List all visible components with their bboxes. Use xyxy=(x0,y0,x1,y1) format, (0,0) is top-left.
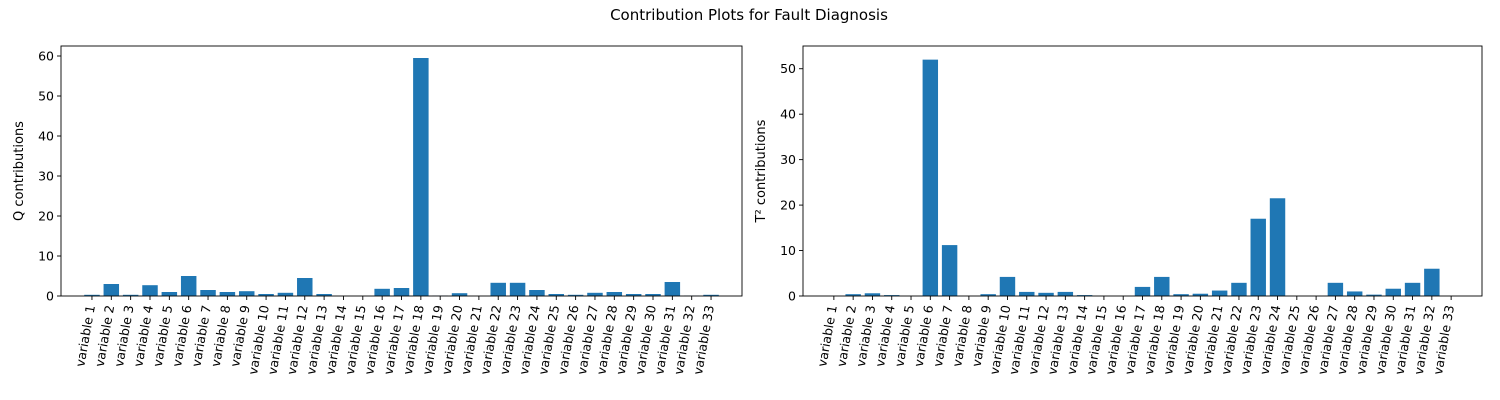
y-tick-label: 0 xyxy=(46,289,54,304)
bar-7 xyxy=(200,290,216,296)
y-tick-label: 20 xyxy=(38,209,54,224)
bar-10 xyxy=(258,294,274,296)
bar-17 xyxy=(1134,286,1151,296)
bar-12 xyxy=(1038,292,1054,296)
bar-27 xyxy=(1327,282,1344,296)
bar-2 xyxy=(103,284,120,296)
y-tick-label: 30 xyxy=(780,152,796,167)
bar-10 xyxy=(999,276,1016,296)
bar-9 xyxy=(238,291,255,296)
bar-16 xyxy=(374,288,390,296)
bar-29 xyxy=(625,294,642,296)
figure-title: Contribution Plots for Fault Diagnosis xyxy=(610,6,888,24)
y-tick-label: 50 xyxy=(38,89,54,104)
y-tick-label: 30 xyxy=(38,169,54,184)
bar-8 xyxy=(219,292,236,296)
bar-18 xyxy=(1154,276,1170,296)
bar-29 xyxy=(1366,294,1382,296)
bar-27 xyxy=(587,292,603,296)
bar-12 xyxy=(297,278,313,296)
y-tick-label: 10 xyxy=(38,249,54,264)
bar-23 xyxy=(509,282,526,296)
bar-6 xyxy=(180,276,197,296)
bar-14 xyxy=(1076,295,1093,296)
bar-31 xyxy=(1404,282,1421,296)
bar-9 xyxy=(980,294,996,296)
bar-24 xyxy=(529,290,545,296)
bar-30 xyxy=(645,294,661,296)
y-axis-label: Q contributions xyxy=(12,121,27,221)
bar-11 xyxy=(277,292,294,296)
bar-11 xyxy=(1019,291,1035,296)
bar-25 xyxy=(548,294,565,296)
bar-4 xyxy=(142,285,158,296)
y-tick-label: 20 xyxy=(780,198,796,213)
bar-31 xyxy=(664,282,681,296)
bar-28 xyxy=(606,292,623,296)
y-tick-label: 40 xyxy=(780,107,796,122)
bar-22 xyxy=(490,282,506,296)
bar-33 xyxy=(703,294,719,296)
bar-3 xyxy=(864,293,881,296)
bar-1 xyxy=(84,294,100,296)
plot-frame xyxy=(60,45,743,297)
y-axis-label: T² contributions xyxy=(754,119,769,223)
bar-3 xyxy=(122,294,139,296)
bar-23 xyxy=(1250,218,1266,296)
bar-18 xyxy=(413,58,429,296)
bar-19 xyxy=(1173,294,1189,296)
bar-30 xyxy=(1385,288,1401,296)
bar-26 xyxy=(567,294,584,296)
bar-13 xyxy=(316,294,332,296)
bar-17 xyxy=(393,288,410,296)
bar-7 xyxy=(941,245,958,296)
bar-4 xyxy=(884,295,900,296)
bar-5 xyxy=(161,292,178,296)
bar-6 xyxy=(922,59,939,296)
bar-20 xyxy=(1192,293,1209,296)
bar-28 xyxy=(1346,291,1363,296)
bar-32 xyxy=(1424,268,1440,296)
bar-13 xyxy=(1057,291,1074,296)
bar-21 xyxy=(1211,290,1228,296)
y-tick-label: 0 xyxy=(788,289,796,304)
bar-2 xyxy=(845,294,861,296)
y-tick-label: 50 xyxy=(780,61,796,76)
y-tick-label: 60 xyxy=(38,49,54,64)
plot-frame xyxy=(802,45,1483,297)
bar-22 xyxy=(1231,282,1247,296)
y-tick-label: 40 xyxy=(38,129,54,144)
bar-20 xyxy=(451,293,468,296)
bar-24 xyxy=(1269,198,1286,296)
y-tick-label: 10 xyxy=(780,243,796,258)
